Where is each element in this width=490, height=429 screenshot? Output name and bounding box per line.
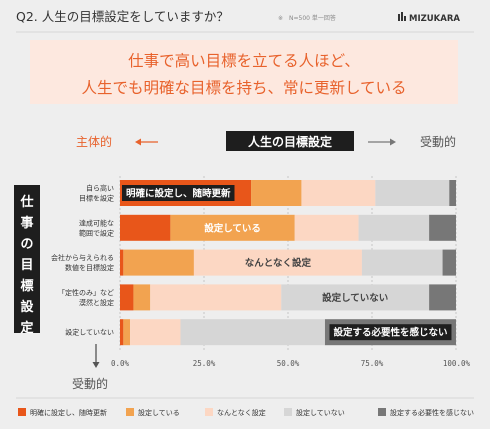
- bar-segment: [133, 284, 151, 311]
- category-label: 達成可能な: [79, 218, 114, 227]
- bar-segment: [170, 214, 295, 241]
- category-labels: 自ら高い目標を設定達成可能な範囲で設定会社から与えられる数値を目標設定「定性のみ…: [51, 184, 114, 337]
- bar-segment: [429, 214, 456, 241]
- bar-segment: [150, 284, 282, 311]
- category-label: 目標を設定: [79, 194, 114, 203]
- down-arrow-icon: [92, 344, 100, 368]
- legend-swatch: [284, 408, 292, 416]
- category-label: 範囲で設定: [79, 228, 114, 237]
- mizukara-logo-icon: [398, 12, 406, 21]
- legend-swatch: [18, 408, 26, 416]
- category-label: 会社から与えられる: [51, 253, 114, 262]
- legend: 明確に設定し、随時更新 設定している なんとなく設定 設定していない 設定する必要性を感…: [18, 408, 474, 417]
- y-title-box: [14, 185, 40, 333]
- legend-label: 設定していない: [296, 408, 345, 417]
- x-tick-label: 0.0%: [111, 359, 130, 368]
- sample-note: ※ N=500 単一回答: [278, 14, 336, 22]
- x-tick-label: 75.0%: [361, 359, 384, 368]
- bar-segment: [123, 319, 131, 346]
- x-tick-labels: 0.0% 25.0% 50.0% 75.0% 100.0%: [111, 359, 471, 368]
- axis-label-bottom: 受動的: [72, 376, 108, 391]
- legend-swatch: [205, 408, 213, 416]
- bar-segment: [281, 284, 430, 311]
- bar-segment: [429, 284, 456, 311]
- bar-segment: [130, 319, 181, 346]
- headline-box: [30, 40, 458, 104]
- bar-segment: [120, 214, 171, 241]
- center-title: 人生の目標設定: [248, 134, 332, 149]
- bar-label: 設定している: [204, 222, 261, 234]
- axis-label-passive: 受動的: [420, 134, 456, 149]
- bar-label: 設定する必要性を感じない: [333, 327, 447, 339]
- category-label: 自ら高い: [86, 184, 114, 193]
- bar-segment: [120, 319, 124, 346]
- bar-segment: [358, 214, 430, 241]
- bar-segment: [120, 249, 124, 276]
- bar-label: 明確に設定し、随時更新: [126, 188, 231, 200]
- category-label: 漠然と設定: [79, 298, 114, 307]
- bar-segment: [301, 180, 376, 206]
- bar-label: なんとなく設定: [245, 257, 312, 269]
- x-tick-label: 50.0%: [277, 359, 300, 368]
- category-label: 「定性のみ」など: [58, 288, 114, 297]
- bar-label-box: [122, 185, 235, 201]
- bar-segment: [294, 214, 359, 241]
- left-arrow-icon: [135, 138, 158, 146]
- x-tick-label: 100.0%: [443, 359, 471, 368]
- x-tick-label: 25.0%: [193, 359, 216, 368]
- bar-segment: [449, 180, 456, 206]
- bar-segment: [120, 284, 134, 311]
- legend-swatch: [378, 408, 386, 416]
- bar-segment: [251, 180, 302, 206]
- bar-segment: [375, 180, 450, 206]
- legend-swatch: [126, 408, 134, 416]
- bar-segment: [193, 249, 362, 276]
- y-axis-title: 仕事の目標設定: [19, 194, 34, 336]
- bar-label: 設定していない: [322, 292, 388, 304]
- legend-label: 設定する必要性を感じない: [390, 408, 474, 417]
- headline-line1: 仕事で高い目標を立てる人ほど、: [128, 52, 360, 70]
- bar-segment: [361, 249, 443, 276]
- bar-label-box: [329, 324, 452, 341]
- right-arrow-icon: [368, 138, 396, 146]
- category-label: 設定していない: [65, 328, 114, 337]
- bar-labels: 明確に設定し、随時更新設定しているなんとなく設定設定していない設定する必要性を感…: [122, 185, 452, 341]
- category-label: 数値を目標設定: [65, 263, 114, 272]
- question-title: Q2. 人生の目標設定をしていますか？: [16, 9, 229, 24]
- brand-logo: MIZUKARA: [409, 14, 460, 24]
- bar-segment: [442, 249, 456, 276]
- center-title-box: [226, 131, 354, 151]
- legend-label: なんとなく設定: [217, 408, 266, 417]
- bar-segment: [180, 319, 325, 346]
- bar-segment: [123, 249, 194, 276]
- headline-line2: 人生でも明確な目標を持ち、常に更新している: [81, 79, 406, 97]
- legend-label: 設定している: [138, 408, 180, 417]
- axis-label-active: 主体的: [76, 134, 112, 149]
- legend-label: 明確に設定し、随時更新: [30, 408, 107, 417]
